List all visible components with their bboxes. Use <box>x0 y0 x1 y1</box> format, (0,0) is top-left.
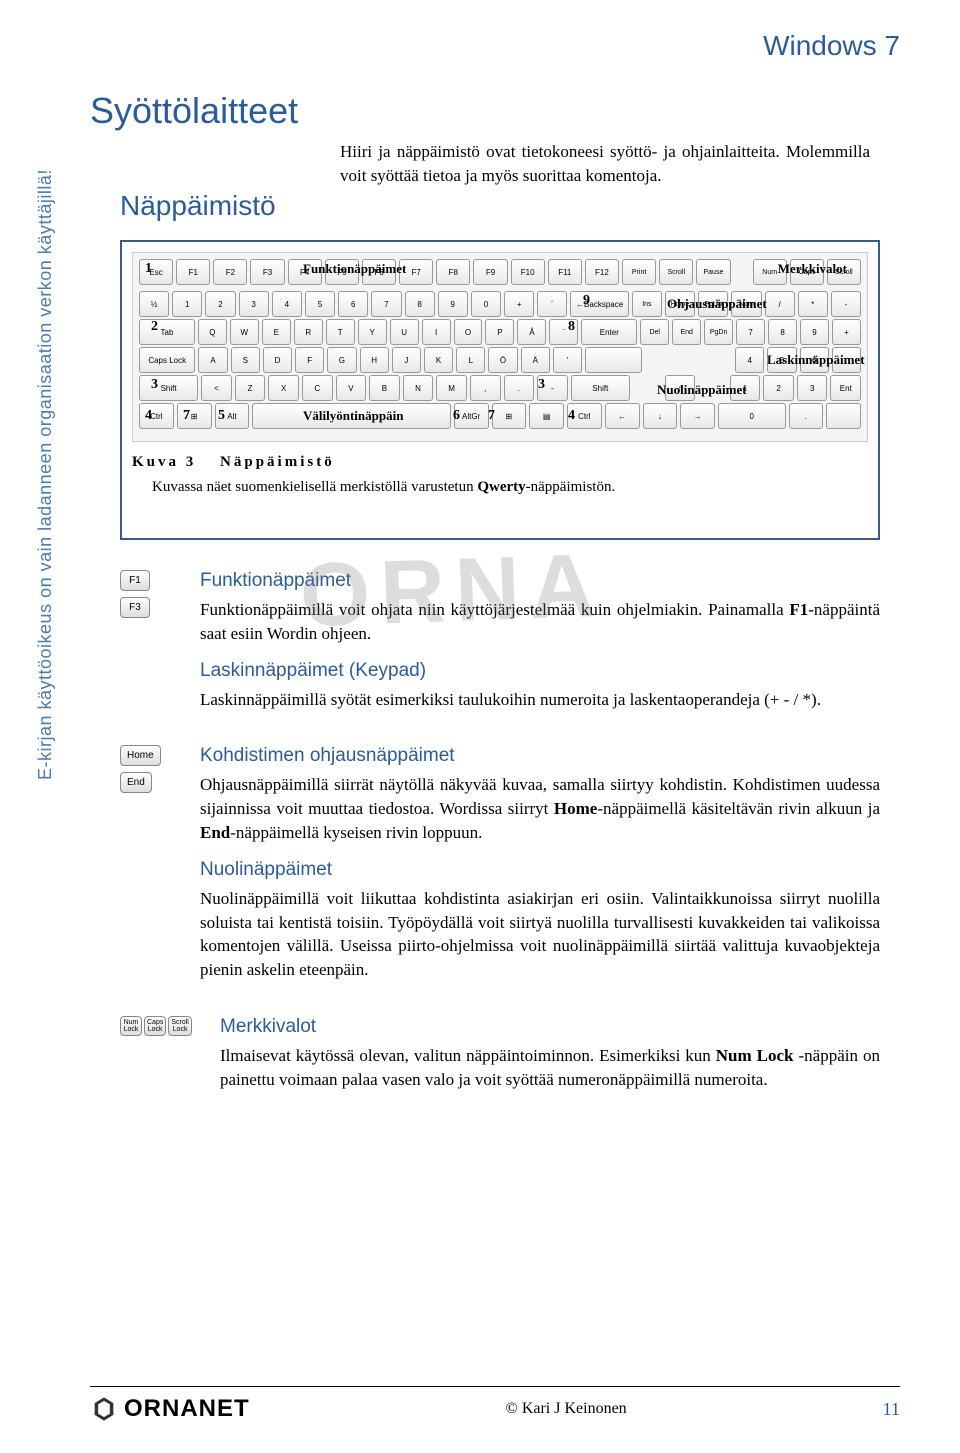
key-icon-end: End <box>120 772 152 793</box>
brand-header: Windows 7 <box>763 30 900 62</box>
callout-8: 8 <box>568 319 575 335</box>
key-icon-scrolllock: ScrollLock <box>168 1016 192 1036</box>
keyboard-diagram: EscF1F2F3F4F5F6F7F8F9F10F11F12 PrintScro… <box>132 252 868 442</box>
callout-4b: 4 <box>568 408 575 424</box>
heading-kohdistimen: Kohdistimen ohjausnäppäimet <box>200 745 880 767</box>
callout-9: 9 <box>583 293 590 309</box>
figure-caption: Kuva 3 Näppäimistö Kuvassa näet suomenki… <box>132 454 868 496</box>
footer-logo: ORNANET <box>90 1395 250 1423</box>
body-kohdistimen: Ohjausnäppäimillä siirrät näytöllä näkyv… <box>200 773 880 844</box>
sidebar-license-note: E-kirjan käyttöoikeus on vain ladanneen … <box>35 200 55 780</box>
content-area: F1 F3 Funktionäppäimet Funktionäppäimill… <box>120 570 880 1126</box>
heading-nuoli: Nuolinäppäimet <box>200 859 880 881</box>
callout-6: 6 <box>453 408 460 424</box>
overlay-nuoli: Nuolinäppäimet <box>657 383 737 397</box>
heading-merkkivalot: Merkkivalot <box>220 1016 880 1038</box>
logo-icon <box>90 1395 118 1423</box>
caption-title-text: Näppäimistö <box>220 454 335 470</box>
caption-label: Kuva 3 <box>132 454 196 470</box>
footer-page-number: 11 <box>883 1399 900 1420</box>
callout-3a: 3 <box>151 377 158 393</box>
key-icon-f1: F1 <box>120 570 150 591</box>
overlay-funktio: Funktionäppäimet <box>303 261 406 277</box>
overlay-valilyonti: Välilyöntinäppäin <box>303 408 403 424</box>
callout-2: 2 <box>151 319 158 335</box>
section-kohdistimen: Home End Kohdistimen ohjausnäppäimet Ohj… <box>120 745 880 996</box>
callout-7a: 7 <box>183 408 190 424</box>
key-icon-numlock: NumLock <box>120 1016 142 1036</box>
body-laskin: Laskinnäppäimillä syötät esimerkiksi tau… <box>200 688 880 712</box>
section-funktio: F1 F3 Funktionäppäimet Funktionäppäimill… <box>120 570 880 725</box>
subsection-title: Näppäimistö <box>120 190 276 222</box>
callout-7b: 7 <box>488 408 495 424</box>
key-icon-f3: F3 <box>120 597 150 618</box>
keyboard-figure: EscF1F2F3F4F5F6F7F8F9F10F11F12 PrintScro… <box>120 240 880 540</box>
body-nuoli: Nuolinäppäimillä voit liikuttaa kohdisti… <box>200 887 880 982</box>
body-funktio: Funktionäppäimillä voit ohjata niin käyt… <box>200 598 880 646</box>
callout-3b: 3 <box>538 377 545 393</box>
callout-5: 5 <box>218 408 225 424</box>
heading-funktio: Funktionäppäimet <box>200 570 880 592</box>
key-icon-home: Home <box>120 745 161 766</box>
footer-logo-text: ORNANET <box>124 1395 250 1423</box>
overlay-merkkivalot: Merkkivalot <box>778 261 847 277</box>
body-merkkivalot: Ilmaisevat käytössä olevan, valitun näpp… <box>220 1044 880 1092</box>
callout-1: 1 <box>145 261 152 277</box>
intro-paragraph: Hiiri ja näppäimistö ovat tietokoneesi s… <box>340 140 870 188</box>
page-footer: ORNANET © Kari J Keinonen 11 <box>90 1386 900 1423</box>
heading-laskin: Laskinnäppäimet (Keypad) <box>200 660 880 682</box>
caption-description: Kuvassa näet suomenkielisellä merkistöll… <box>152 479 868 496</box>
key-icon-capslock: CapsLock <box>144 1016 166 1036</box>
overlay-laskin: Laskinnäppäimet <box>767 353 857 367</box>
section-merkkivalot: NumLock CapsLock ScrollLock Merkkivalot … <box>120 1016 880 1106</box>
footer-copyright: © Kari J Keinonen <box>506 1400 627 1418</box>
callout-4a: 4 <box>145 408 152 424</box>
section-title: Syöttölaitteet <box>90 90 298 132</box>
overlay-ohjaus: Ohjausnäppäimet <box>667 297 737 311</box>
